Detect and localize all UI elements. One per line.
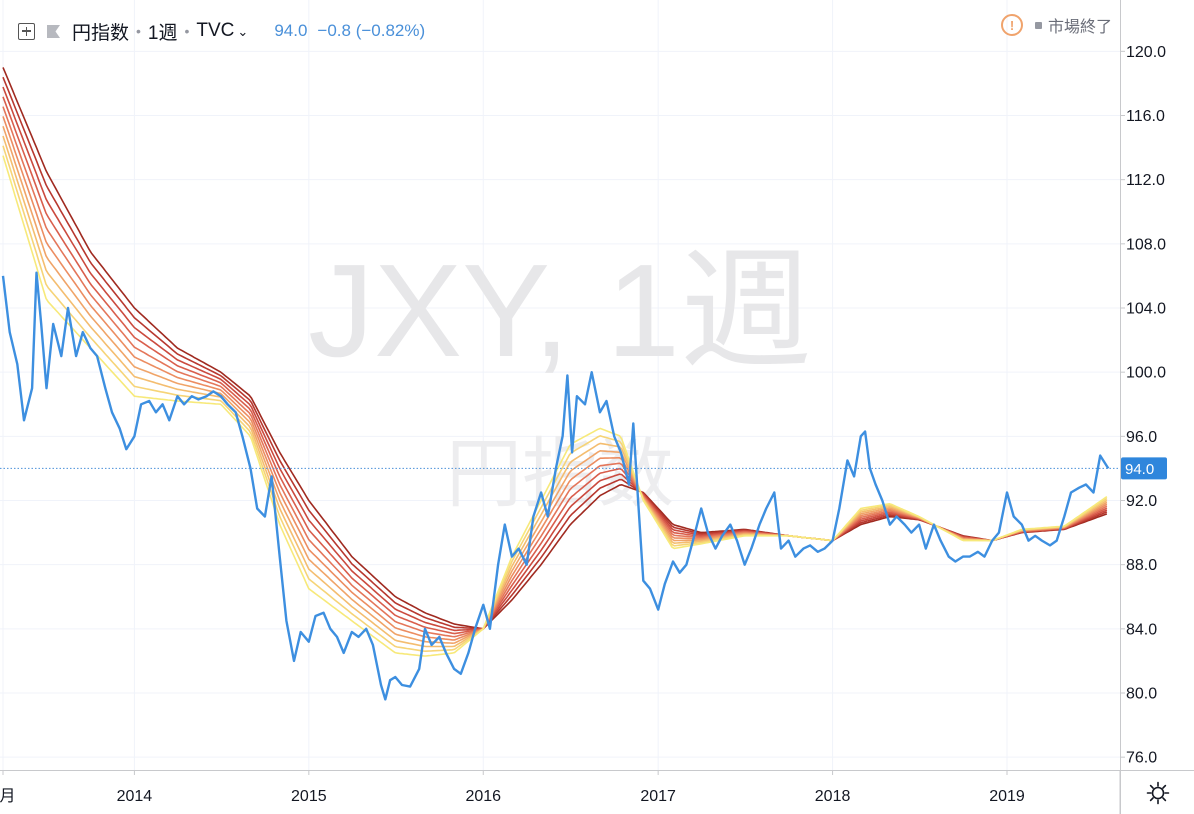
market-status[interactable]: ! 市場終了 [1000,13,1112,37]
chevron-down-icon: ⌄ [237,24,249,39]
exchange-selector[interactable]: TVC ⌄ [196,20,248,42]
interval-label[interactable]: 1週 [147,22,178,44]
change-value: −0.8 (−0.82%) [317,21,426,40]
market-status-label: 市場終了 [1047,19,1112,36]
price-series-line [1,271,1110,701]
time-axis[interactable]: 4月 2014 2015 2016 2017 2018 2019 [0,770,1025,805]
y-tick-label: 96.0 [1126,429,1157,446]
ribbon-band-line [2,135,1108,648]
y-tick-label: 100.0 [1126,365,1166,382]
ribbon-bands [2,67,1108,657]
gear-icon[interactable] [1146,781,1170,805]
x-tick-label: 4月 [0,788,15,805]
y-tick-label: 120.0 [1126,44,1166,61]
y-tick-label: 104.0 [1126,301,1166,318]
y-tick-label: 76.0 [1126,750,1157,767]
plus-box-icon[interactable] [18,22,35,40]
y-tick-label: 88.0 [1126,557,1157,574]
status-square-icon [1034,21,1042,29]
x-tick-label: 2015 [291,788,327,805]
separator-dot: • [184,23,190,39]
warning-icon[interactable]: ! [1000,14,1023,36]
chart-grid [0,0,1120,770]
y-tick-label: 84.0 [1126,621,1157,638]
x-tick-label: 2018 [815,788,851,805]
x-tick-label: 2019 [989,788,1025,805]
last-price-label: 94.0 [1125,461,1154,478]
symbol-title[interactable]: 円指数 [72,22,130,44]
x-tick-label: 2017 [640,788,676,805]
separator-dot: • [136,23,141,39]
last-value: 94.0 [274,21,308,40]
watermark-title: JXY, 1週 [308,237,812,384]
y-tick-label: 116.0 [1126,108,1165,125]
x-tick-label: 2016 [465,788,501,805]
y-tick-label: 92.0 [1126,493,1157,510]
y-tick-label: 80.0 [1126,686,1157,703]
x-tick-label: 2014 [117,788,153,805]
chart-legend: 円指数 • 1週 • TVC ⌄ 94.0 −0.8 (−0.82%) [18,16,435,46]
y-tick-label: 112.0 [1126,172,1165,189]
flag-icon[interactable] [45,23,62,40]
exchange-label: TVC [196,20,235,41]
price-axis[interactable]: 76.0 80.0 84.0 88.0 92.0 96.0 100.0 104.0 108.0 1… [1120,44,1166,767]
y-tick-label: 108.0 [1126,236,1166,253]
last-price-badge: 94.0 [1121,457,1167,480]
ribbon-band-line [2,125,1108,645]
ribbon-band-line [2,145,1108,653]
ribbon-band-line [2,155,1108,657]
